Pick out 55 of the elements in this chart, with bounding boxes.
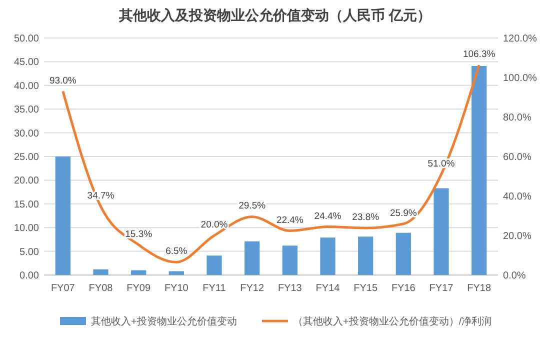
bar — [131, 270, 146, 275]
bar — [93, 269, 108, 275]
x-tick-label: FY09 — [126, 283, 151, 294]
legend-label: 其他收入+投资物业公允价值变动 — [91, 316, 237, 328]
x-tick-label: FY11 — [202, 283, 226, 294]
x-tick-label: FY13 — [278, 283, 302, 294]
x-tick-label: FY18 — [467, 283, 492, 294]
data-label: 106.3% — [462, 49, 496, 60]
x-tick-label: FY14 — [316, 283, 340, 294]
y-tick-label: 50.00 — [14, 34, 40, 44]
bar — [358, 236, 374, 275]
y-tick-label: 15.00 — [14, 199, 40, 210]
y2-tick-label: 80.0% — [503, 112, 532, 124]
y2-tick-label: 0.0% — [503, 270, 526, 282]
y-tick-label: 45.00 — [14, 57, 40, 68]
y-tick-label: 10.00 — [14, 223, 40, 234]
x-tick-label: FY07 — [50, 283, 76, 294]
chart-title: 其他收入及投资物业公允价值变动（人民币 亿元） — [118, 7, 431, 23]
bar — [168, 271, 184, 275]
x-tick-label: FY16 — [391, 283, 416, 294]
data-label: 22.4% — [276, 214, 304, 226]
bar — [396, 232, 411, 275]
y-tick-label: 30.00 — [14, 128, 40, 140]
bar — [244, 241, 260, 275]
y2-tick-label: 60.0% — [503, 152, 532, 163]
bar — [434, 188, 449, 275]
x-tick-label: FY15 — [354, 283, 378, 294]
y-tick-label: 35.00 — [14, 104, 40, 116]
bar — [320, 238, 336, 275]
x-tick-label: FY08 — [88, 283, 114, 294]
x-tick-label: FY17 — [429, 283, 454, 294]
y-tick-label: 20.00 — [14, 176, 40, 187]
data-label: 93.0% — [49, 75, 77, 86]
legend-label: （其他收入+投资物业公允价值变动）/净利润 — [293, 316, 492, 328]
y2-tick-label: 40.0% — [503, 192, 532, 202]
x-tick-label: FY12 — [240, 283, 264, 294]
y2-tick-label: 120.0% — [503, 34, 538, 44]
y2-tick-label: 20.0% — [503, 231, 532, 242]
bar — [282, 246, 298, 275]
data-label: 24.4% — [314, 210, 342, 222]
bar — [55, 156, 70, 275]
y2-tick-label: 100.0% — [503, 73, 538, 84]
y-tick-label: 40.00 — [14, 80, 40, 92]
data-label: 29.5% — [238, 200, 266, 212]
bar — [206, 256, 222, 275]
y-tick-label: 25.00 — [14, 152, 40, 163]
y-tick-label: 5.00 — [20, 246, 40, 258]
data-label: 15.3% — [125, 228, 153, 240]
bar — [472, 66, 487, 275]
data-label: 20.0% — [200, 220, 228, 230]
data-label: 6.5% — [166, 246, 188, 258]
data-label: 25.9% — [390, 208, 418, 219]
data-label: 23.8% — [352, 212, 380, 223]
x-tick-label: FY10 — [164, 283, 189, 294]
y-tick-label: 0.00 — [20, 270, 40, 282]
